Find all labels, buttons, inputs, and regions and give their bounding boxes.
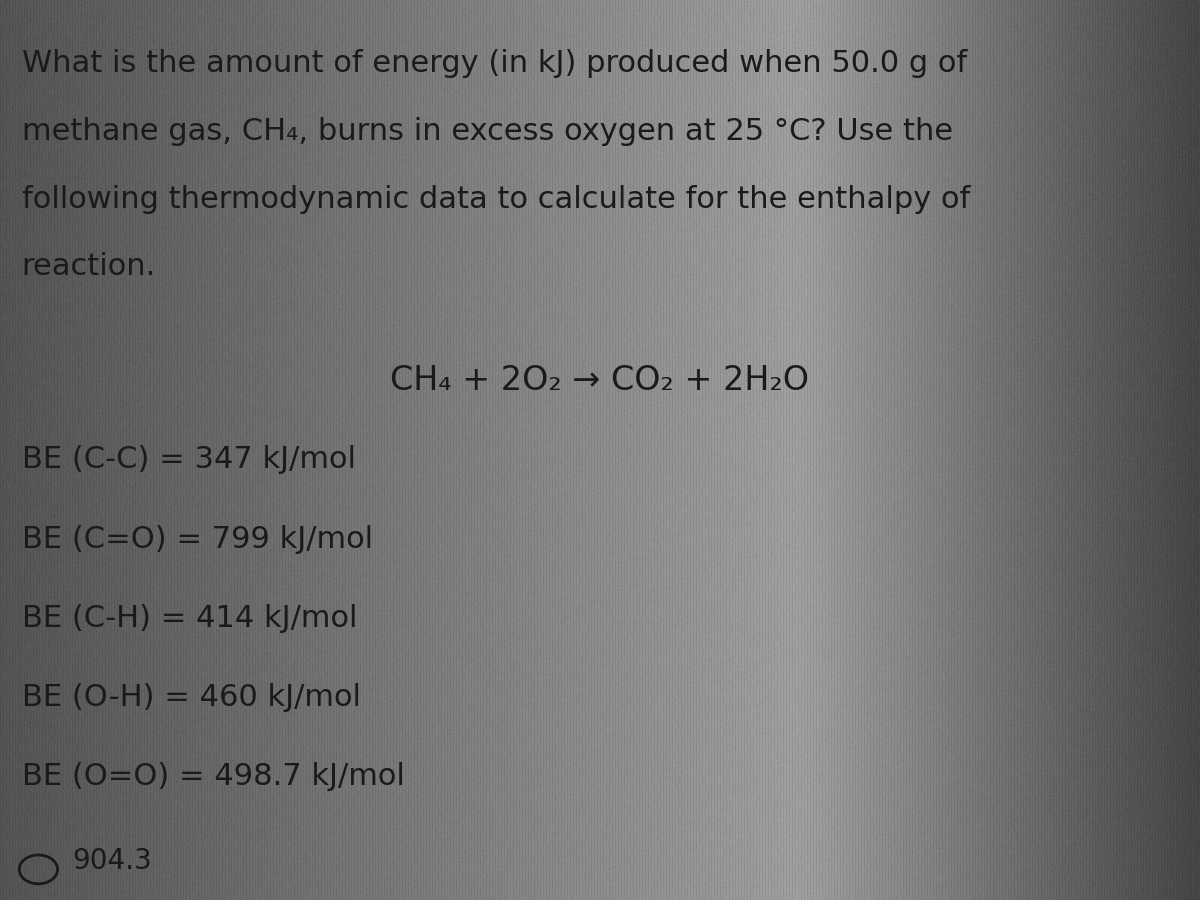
Text: CH₄ + 2O₂ → CO₂ + 2H₂O: CH₄ + 2O₂ → CO₂ + 2H₂O <box>390 364 810 398</box>
Text: BE (C=O) = 799 kJ/mol: BE (C=O) = 799 kJ/mol <box>22 525 373 554</box>
Text: BE (O=O) = 498.7 kJ/mol: BE (O=O) = 498.7 kJ/mol <box>22 762 404 791</box>
Text: 904.3: 904.3 <box>72 847 151 875</box>
Text: reaction.: reaction. <box>22 252 156 281</box>
Text: following thermodynamic data to calculate for the enthalpy of: following thermodynamic data to calculat… <box>22 184 970 213</box>
Text: BE (O-H) = 460 kJ/mol: BE (O-H) = 460 kJ/mol <box>22 683 361 712</box>
Text: What is the amount of energy (in kJ) produced when 50.0 g of: What is the amount of energy (in kJ) pro… <box>22 50 967 78</box>
Text: BE (C-C) = 347 kJ/mol: BE (C-C) = 347 kJ/mol <box>22 446 355 474</box>
Text: methane gas, CH₄, burns in excess oxygen at 25 °C? Use the: methane gas, CH₄, burns in excess oxygen… <box>22 117 953 146</box>
Text: BE (C-H) = 414 kJ/mol: BE (C-H) = 414 kJ/mol <box>22 604 358 633</box>
